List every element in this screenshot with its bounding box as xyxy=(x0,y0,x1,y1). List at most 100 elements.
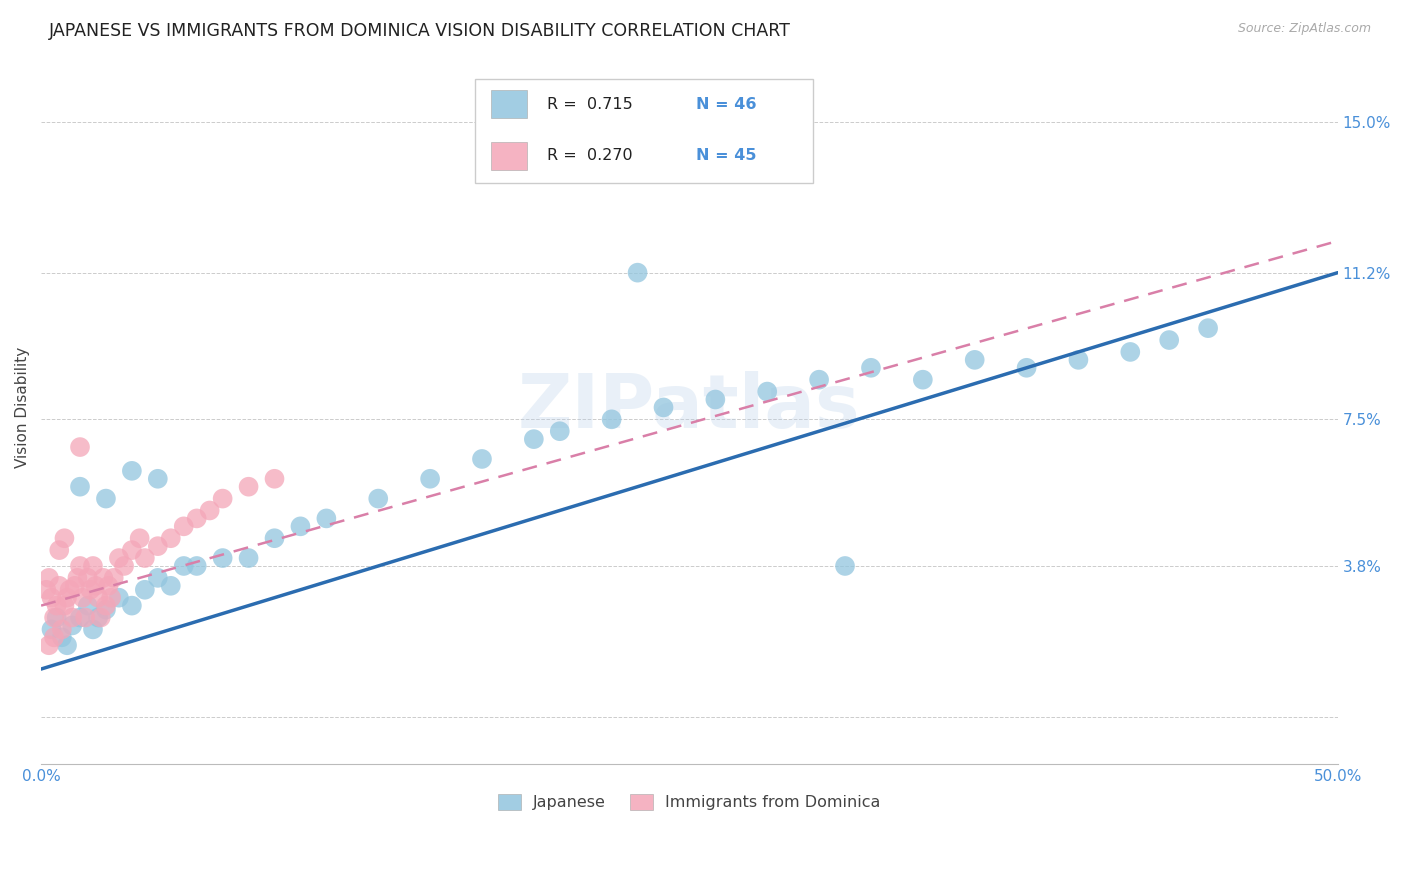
Point xyxy=(186,559,208,574)
Point xyxy=(159,579,181,593)
Point xyxy=(87,610,110,624)
Point xyxy=(66,571,89,585)
Point xyxy=(76,599,98,613)
Point xyxy=(146,571,169,585)
Point xyxy=(94,491,117,506)
Point xyxy=(56,591,79,605)
Point xyxy=(523,432,546,446)
Text: N = 46: N = 46 xyxy=(696,97,756,112)
Point xyxy=(103,571,125,585)
Point xyxy=(75,610,97,624)
Point xyxy=(238,551,260,566)
Point xyxy=(548,424,571,438)
Point xyxy=(42,630,65,644)
Text: R =  0.715: R = 0.715 xyxy=(547,97,633,112)
Point xyxy=(94,599,117,613)
Point xyxy=(90,610,112,624)
Point xyxy=(56,638,79,652)
Point xyxy=(63,579,86,593)
Point xyxy=(808,373,831,387)
Point xyxy=(82,559,104,574)
Point xyxy=(48,579,70,593)
Point xyxy=(1159,333,1181,347)
Point xyxy=(146,472,169,486)
Point xyxy=(97,579,120,593)
Point xyxy=(121,599,143,613)
Point xyxy=(626,266,648,280)
Point xyxy=(38,638,60,652)
Point xyxy=(69,440,91,454)
Point xyxy=(121,543,143,558)
Point xyxy=(94,602,117,616)
Point xyxy=(128,531,150,545)
Text: R =  0.270: R = 0.270 xyxy=(547,148,633,163)
Point xyxy=(1015,360,1038,375)
Point xyxy=(53,531,76,545)
FancyBboxPatch shape xyxy=(491,90,527,119)
Point xyxy=(211,491,233,506)
Point xyxy=(69,559,91,574)
Point xyxy=(1197,321,1219,335)
Point xyxy=(159,531,181,545)
Point xyxy=(48,543,70,558)
Point xyxy=(51,623,73,637)
Point xyxy=(600,412,623,426)
Point xyxy=(82,623,104,637)
Text: Source: ZipAtlas.com: Source: ZipAtlas.com xyxy=(1237,22,1371,36)
Point xyxy=(69,480,91,494)
Point xyxy=(1119,345,1142,359)
Point xyxy=(51,630,73,644)
Text: N = 45: N = 45 xyxy=(696,148,756,163)
Point xyxy=(173,559,195,574)
Point xyxy=(45,610,67,624)
Point xyxy=(87,591,110,605)
FancyBboxPatch shape xyxy=(475,79,813,183)
Point xyxy=(108,591,131,605)
Point xyxy=(45,599,67,613)
Y-axis label: Vision Disability: Vision Disability xyxy=(15,347,30,468)
Point xyxy=(704,392,727,407)
Point xyxy=(315,511,337,525)
Point xyxy=(859,360,882,375)
Point xyxy=(76,571,98,585)
Point xyxy=(41,591,63,605)
Point xyxy=(121,464,143,478)
Point xyxy=(198,503,221,517)
Point xyxy=(93,571,115,585)
Point xyxy=(72,591,94,605)
Point xyxy=(211,551,233,566)
Point xyxy=(834,559,856,574)
Point xyxy=(263,531,285,545)
Point xyxy=(108,551,131,566)
Point xyxy=(146,539,169,553)
Point xyxy=(41,623,63,637)
Point xyxy=(238,480,260,494)
Point xyxy=(367,491,389,506)
Point xyxy=(173,519,195,533)
Point xyxy=(134,582,156,597)
Point xyxy=(963,352,986,367)
Text: ZIPatlas: ZIPatlas xyxy=(519,371,860,444)
Point xyxy=(652,401,675,415)
Point xyxy=(1067,352,1090,367)
Point xyxy=(756,384,779,399)
Text: JAPANESE VS IMMIGRANTS FROM DOMINICA VISION DISABILITY CORRELATION CHART: JAPANESE VS IMMIGRANTS FROM DOMINICA VIS… xyxy=(49,22,792,40)
Point xyxy=(38,571,60,585)
Point xyxy=(112,559,135,574)
Point xyxy=(59,582,82,597)
Point xyxy=(471,452,494,467)
Point xyxy=(35,582,58,597)
FancyBboxPatch shape xyxy=(491,142,527,169)
Point xyxy=(263,472,285,486)
Point xyxy=(69,610,91,624)
Legend: Japanese, Immigrants from Dominica: Japanese, Immigrants from Dominica xyxy=(492,788,887,817)
Point xyxy=(60,610,83,624)
Point xyxy=(290,519,312,533)
Point xyxy=(60,618,83,632)
Point xyxy=(53,599,76,613)
Point xyxy=(100,591,122,605)
Point xyxy=(79,582,101,597)
Point xyxy=(911,373,934,387)
Point xyxy=(42,610,65,624)
Point xyxy=(419,472,441,486)
